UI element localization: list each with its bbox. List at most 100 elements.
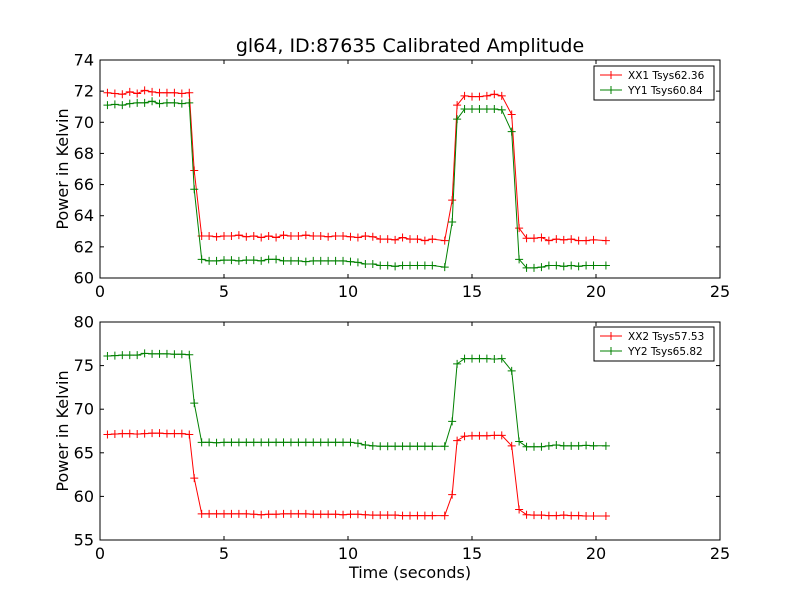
data-point-marker bbox=[420, 261, 429, 270]
data-point-marker bbox=[339, 510, 348, 519]
data-point-marker bbox=[530, 511, 538, 520]
series-line bbox=[107, 100, 606, 269]
series-xx1 bbox=[103, 86, 610, 245]
data-point-marker bbox=[148, 429, 157, 438]
data-point-marker bbox=[272, 510, 281, 519]
top-subplot: 0 5 10 15 20 25 60 62 64 66 68 70 72 74 Power in Kelvi… bbox=[53, 51, 730, 302]
data-point-marker bbox=[177, 99, 186, 108]
x-tick-label: 20 bbox=[586, 282, 606, 301]
data-point-marker bbox=[162, 98, 171, 107]
x-tick-label: 15 bbox=[462, 544, 482, 563]
data-point-marker bbox=[361, 259, 370, 268]
data-point-marker bbox=[530, 263, 538, 272]
data-point-marker bbox=[339, 256, 348, 265]
data-point-marker bbox=[227, 231, 236, 240]
x-tick-label: 25 bbox=[710, 544, 730, 563]
x-tick-label: 0 bbox=[95, 544, 105, 563]
data-point-marker bbox=[155, 88, 164, 97]
data-point-marker bbox=[490, 431, 499, 440]
data-point-marker bbox=[346, 257, 355, 266]
data-point-marker bbox=[264, 510, 273, 519]
data-point-marker bbox=[413, 442, 422, 451]
data-point-marker bbox=[406, 235, 414, 244]
data-point-marker bbox=[234, 231, 243, 240]
data-point-marker bbox=[234, 256, 243, 265]
data-point-marker bbox=[490, 90, 499, 99]
data-point-marker bbox=[559, 262, 568, 271]
data-point-marker bbox=[601, 236, 610, 245]
data-point-marker bbox=[589, 441, 598, 450]
x-tick-label: 5 bbox=[219, 544, 229, 563]
data-point-marker bbox=[140, 349, 149, 358]
x-axis-label: Time (seconds) bbox=[348, 563, 471, 582]
data-point-marker bbox=[205, 256, 214, 265]
data-point-marker bbox=[391, 511, 400, 520]
data-point-marker bbox=[428, 261, 437, 270]
data-point-marker bbox=[286, 438, 295, 447]
data-point-marker bbox=[398, 261, 407, 270]
data-point-marker bbox=[515, 505, 524, 514]
data-point-marker bbox=[468, 354, 476, 363]
data-point-marker bbox=[316, 438, 325, 447]
data-point-marker bbox=[507, 441, 516, 450]
data-point-marker bbox=[272, 233, 281, 242]
data-point-marker bbox=[601, 512, 610, 521]
y-tick-label: 75 bbox=[74, 356, 94, 375]
data-point-marker bbox=[601, 261, 610, 270]
data-point-marker bbox=[440, 236, 449, 245]
data-point-marker bbox=[522, 234, 531, 243]
data-point-marker bbox=[162, 349, 171, 358]
data-point-marker bbox=[453, 101, 462, 110]
data-point-marker bbox=[220, 438, 228, 447]
legend-label: XX2 Tsys57.53 bbox=[628, 331, 704, 343]
data-point-marker bbox=[552, 261, 561, 270]
bottom-subplot: 0 5 10 15 20 25 55 60 65 70 75 80 Power in Kelvin XX2… bbox=[53, 313, 730, 564]
data-point-marker bbox=[460, 91, 469, 100]
data-point-marker bbox=[448, 417, 457, 426]
data-point-marker bbox=[544, 236, 553, 245]
data-point-marker bbox=[460, 105, 469, 114]
data-point-marker bbox=[368, 511, 377, 520]
data-point-marker bbox=[257, 233, 266, 242]
data-point-marker bbox=[212, 232, 221, 241]
data-point-marker bbox=[177, 350, 186, 359]
data-point-marker bbox=[475, 431, 484, 440]
data-point-marker bbox=[148, 97, 157, 106]
data-point-marker bbox=[376, 261, 385, 270]
legend-marker bbox=[607, 347, 615, 355]
data-point-marker bbox=[133, 430, 142, 439]
x-tick-label: 15 bbox=[462, 282, 482, 301]
legend: XX2 Tsys57.53 YY2 Tsys65.82 bbox=[593, 326, 715, 362]
data-point-marker bbox=[170, 350, 179, 359]
data-point-marker bbox=[264, 438, 273, 447]
data-point-marker bbox=[453, 436, 462, 445]
data-point-marker bbox=[118, 90, 127, 99]
data-point-marker bbox=[227, 256, 236, 265]
data-point-marker bbox=[391, 442, 400, 451]
data-point-marker bbox=[413, 235, 422, 244]
data-point-marker bbox=[309, 510, 318, 519]
data-point-marker bbox=[468, 431, 476, 440]
data-point-marker bbox=[309, 231, 318, 240]
data-point-marker bbox=[155, 429, 164, 438]
data-point-marker bbox=[544, 261, 553, 270]
data-point-marker bbox=[185, 88, 194, 97]
data-point-marker bbox=[361, 440, 370, 449]
data-point-marker bbox=[190, 185, 199, 194]
data-point-marker bbox=[537, 511, 546, 520]
data-point-marker bbox=[406, 442, 414, 451]
data-point-marker bbox=[257, 256, 266, 265]
data-point-marker bbox=[286, 231, 295, 240]
data-point-marker bbox=[559, 511, 568, 520]
data-point-marker bbox=[453, 115, 462, 124]
data-point-marker bbox=[448, 217, 457, 226]
data-point-marker bbox=[346, 438, 355, 447]
data-point-marker bbox=[212, 509, 221, 518]
data-point-marker bbox=[589, 512, 598, 521]
data-point-marker bbox=[110, 351, 119, 360]
data-point-marker bbox=[301, 438, 310, 447]
data-point-marker bbox=[110, 100, 119, 109]
data-point-marker bbox=[522, 442, 531, 451]
series-line bbox=[107, 89, 606, 242]
